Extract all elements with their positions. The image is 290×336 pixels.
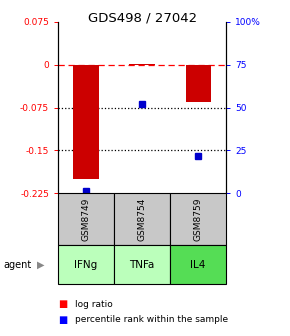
Bar — [58, 245, 114, 284]
Text: ▶: ▶ — [37, 260, 44, 269]
Text: GSM8754: GSM8754 — [137, 198, 147, 241]
Text: agent: agent — [3, 260, 31, 269]
Bar — [170, 245, 226, 284]
Text: GSM8749: GSM8749 — [81, 198, 90, 241]
Bar — [73, 65, 99, 179]
Bar — [129, 64, 155, 65]
Bar — [58, 193, 114, 245]
Text: IFNg: IFNg — [75, 260, 98, 269]
Text: IL4: IL4 — [191, 260, 206, 269]
Text: GSM8759: GSM8759 — [194, 198, 203, 241]
Text: ■: ■ — [58, 315, 67, 325]
Text: ■: ■ — [58, 299, 67, 309]
Text: GDS498 / 27042: GDS498 / 27042 — [88, 12, 197, 25]
Bar — [114, 193, 170, 245]
Bar — [186, 65, 211, 102]
Text: percentile rank within the sample: percentile rank within the sample — [75, 316, 229, 324]
Text: TNFa: TNFa — [129, 260, 155, 269]
Bar — [114, 245, 170, 284]
Bar — [170, 193, 226, 245]
Text: log ratio: log ratio — [75, 300, 113, 308]
